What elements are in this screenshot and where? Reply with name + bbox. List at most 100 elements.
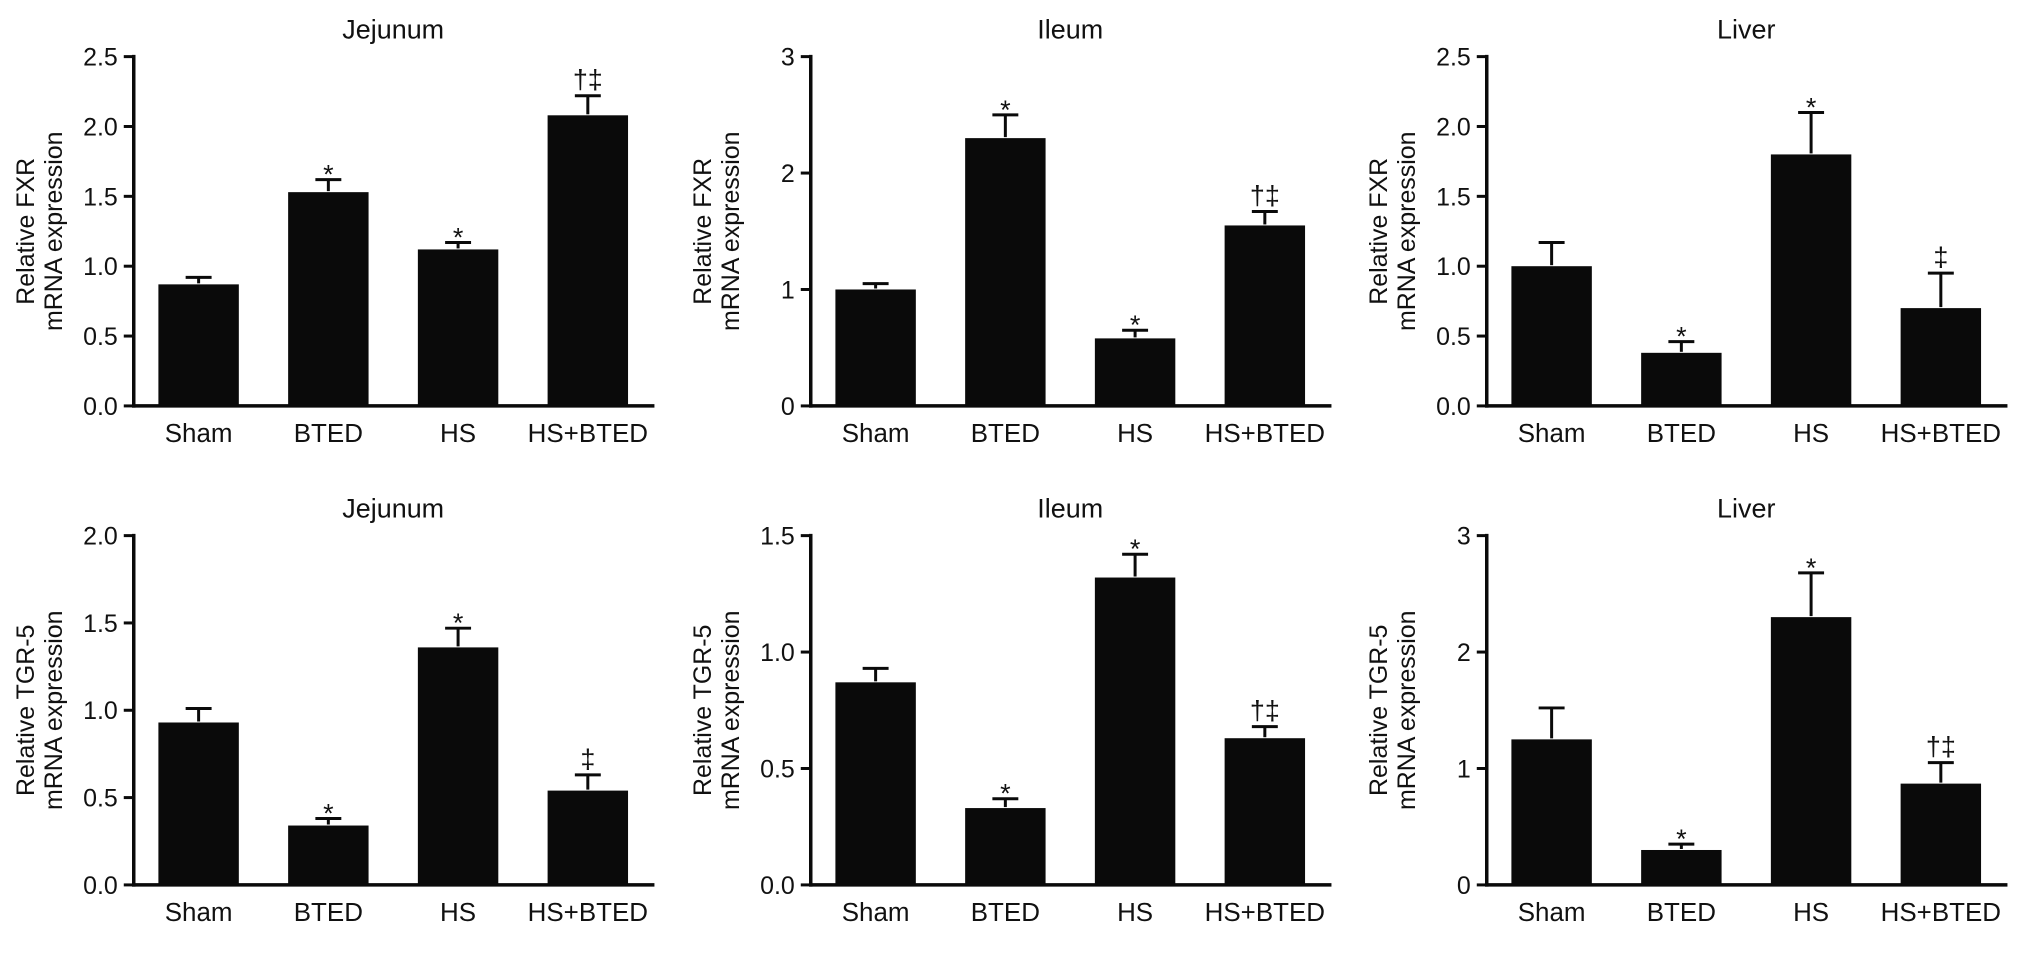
bar — [288, 192, 369, 406]
chart-panel-5: Liver Relative TGR-5 mRNA expression 0 1 2 3 Sh… — [1363, 483, 2022, 956]
category-label: HS — [1793, 898, 1829, 926]
bar — [1771, 616, 1852, 885]
category-label: HS — [1793, 420, 1829, 448]
bar — [964, 138, 1046, 406]
significance-annotation: * — [1676, 322, 1687, 352]
bar — [158, 721, 239, 885]
chart-panel-2: Liver Relative FXR mRNA expression 0.0 0.5 1.… — [1363, 4, 2022, 477]
significance-annotation: * — [1676, 824, 1687, 854]
bar — [1641, 849, 1722, 885]
y-tick-label: 1 — [781, 276, 795, 304]
category-label: HS+BTED — [1204, 420, 1324, 448]
category-label: BTED — [1647, 898, 1716, 926]
significance-annotation: †‡ — [1250, 180, 1280, 210]
y-axis-label-line1: Relative TGR-5 — [1365, 624, 1393, 795]
y-tick-label: 1.0 — [83, 697, 118, 725]
chart-title: Ileum — [1037, 493, 1103, 523]
bar — [1511, 266, 1593, 406]
bar — [547, 115, 629, 406]
y-axis-label-line1: Relative FXR — [1365, 158, 1393, 305]
y-axis-label-line1: Relative FXR — [12, 158, 40, 305]
category-label: Sham — [1518, 898, 1586, 926]
significance-annotation: †‡ — [573, 65, 603, 95]
category-label: Sham — [165, 898, 233, 926]
bar — [417, 646, 499, 885]
significance-annotation: ‡ — [1934, 242, 1949, 272]
y-tick-label: 0.0 — [83, 871, 118, 899]
bar-chart-2: Liver Relative FXR mRNA expression 0.0 0.5 1.… — [1365, 15, 2008, 448]
category-label: HS — [1117, 898, 1153, 926]
category-label: BTED — [970, 898, 1039, 926]
category-label: Sham — [841, 420, 909, 448]
y-tick-label: 1.5 — [83, 609, 118, 637]
y-axis-label-line2: mRNA expression — [717, 610, 745, 810]
bar-chart-0: Jejunum Relative FXR mRNA expression 0.0 0.5… — [12, 15, 655, 448]
y-tick-label: 2.5 — [83, 44, 118, 72]
significance-annotation: †‡ — [1926, 731, 1956, 761]
chart-panel-1: Ileum Relative FXR mRNA expression 0 1 2 3 Sham… — [687, 4, 1346, 477]
significance-annotation: * — [453, 222, 464, 252]
category-label: HS+BTED — [1881, 898, 2001, 926]
chart-title: Jejunum — [342, 493, 444, 523]
y-axis-label-line2: mRNA expression — [1393, 131, 1421, 331]
y-tick-label: 1.5 — [760, 522, 795, 550]
y-axis-label-line2: mRNA expression — [40, 131, 68, 331]
category-label: BTED — [294, 898, 363, 926]
y-tick-label: 0.0 — [83, 393, 118, 421]
bar — [1224, 737, 1305, 885]
category-label: HS — [1117, 420, 1153, 448]
y-tick-label: 3 — [781, 44, 795, 72]
y-tick-label: 1.5 — [83, 183, 118, 211]
y-tick-label: 2.0 — [83, 522, 118, 550]
category-label: HS+BTED — [528, 420, 648, 448]
significance-annotation: * — [1000, 95, 1011, 125]
category-label: HS+BTED — [528, 898, 648, 926]
category-label: BTED — [1647, 420, 1716, 448]
category-label: BTED — [970, 420, 1039, 448]
chart-panel-0: Jejunum Relative FXR mRNA expression 0.0 0.5… — [10, 4, 669, 477]
y-tick-label: 1.0 — [83, 253, 118, 281]
bar — [547, 790, 629, 885]
category-label: Sham — [1518, 420, 1586, 448]
y-axis-label-line2: mRNA expression — [717, 131, 745, 331]
y-tick-label: 0.5 — [83, 784, 118, 812]
category-label: HS — [440, 898, 476, 926]
significance-annotation: * — [323, 160, 334, 190]
bar — [417, 249, 499, 406]
y-axis-label-line1: Relative TGR-5 — [12, 624, 40, 795]
y-tick-label: 0 — [781, 393, 795, 421]
chart-title: Ileum — [1037, 15, 1103, 45]
significance-annotation: * — [1130, 310, 1141, 340]
significance-annotation: * — [1806, 92, 1817, 122]
chart-title: Liver — [1717, 15, 1775, 45]
chart-panel-3: Jejunum Relative TGR-5 mRNA expression 0.0 0… — [10, 483, 669, 956]
y-tick-label: 2.5 — [1436, 44, 1471, 72]
bar — [1511, 738, 1593, 885]
bar-chart-4: Ileum Relative TGR-5 mRNA expression 0.0 0.5… — [689, 493, 1332, 926]
y-tick-label: 2 — [781, 160, 795, 188]
y-tick-label: 3 — [1457, 522, 1471, 550]
chart-title: Liver — [1717, 493, 1775, 523]
bar-chart-5: Liver Relative TGR-5 mRNA expression 0 1 2 3 Sh… — [1365, 493, 2008, 926]
bar — [158, 284, 239, 406]
bar — [1900, 783, 1982, 885]
bar-chart-3: Jejunum Relative TGR-5 mRNA expression 0.0 0… — [12, 493, 655, 926]
significance-annotation: * — [1000, 778, 1011, 808]
y-tick-label: 0.0 — [760, 871, 795, 899]
bar — [1771, 154, 1852, 406]
bar-chart-1: Ileum Relative FXR mRNA expression 0 1 2 3 Sham… — [689, 15, 1332, 448]
bar — [1641, 352, 1722, 406]
y-axis-label-line1: Relative TGR-5 — [689, 624, 717, 795]
y-axis-label-line2: mRNA expression — [1393, 610, 1421, 810]
y-tick-label: 1.5 — [1436, 183, 1471, 211]
y-tick-label: 1.0 — [1436, 253, 1471, 281]
y-axis-label-line1: Relative FXR — [689, 158, 717, 305]
y-tick-label: 1.0 — [760, 639, 795, 667]
significance-annotation: * — [323, 798, 334, 828]
y-tick-label: 2.0 — [1436, 113, 1471, 141]
bar — [288, 825, 369, 885]
significance-annotation: * — [1130, 534, 1141, 564]
y-tick-label: 2 — [1457, 639, 1471, 667]
y-tick-label: 0.5 — [760, 755, 795, 783]
bar — [1094, 577, 1175, 885]
